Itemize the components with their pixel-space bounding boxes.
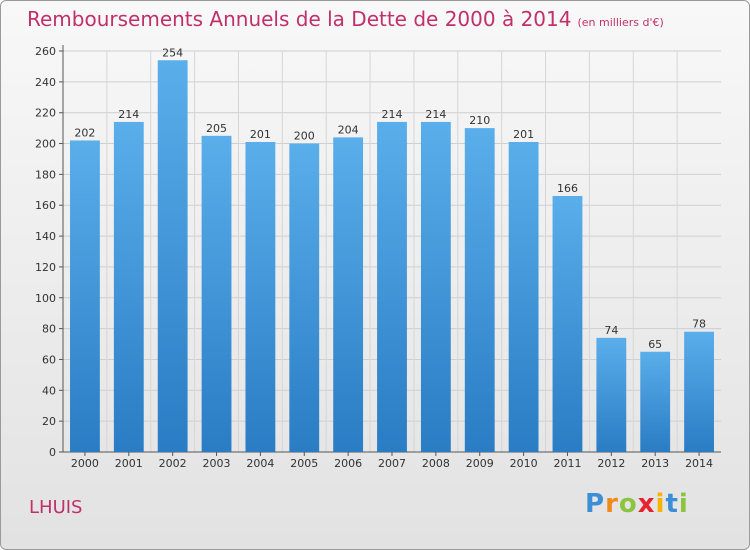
value-label-2008: 214 (425, 108, 446, 121)
bars (70, 60, 714, 453)
bar-2014 (684, 331, 714, 452)
x-tick-label-2010: 2010 (510, 457, 538, 470)
y-tick-label-200: 200 (35, 138, 56, 151)
chart-title-text: Remboursements Annuels de la Dette de 20… (27, 7, 572, 31)
value-label-2004: 201 (250, 128, 271, 141)
bar-2004 (245, 141, 276, 452)
x-tick-label-2009: 2009 (466, 457, 494, 470)
chart-unit: (en milliers d'€) (577, 16, 664, 29)
bar-2009 (464, 128, 495, 452)
value-label-2007: 214 (382, 108, 403, 121)
x-tick-label-2000: 2000 (71, 457, 99, 470)
x-tick-label-2012: 2012 (597, 457, 625, 470)
x-tick-label-2014: 2014 (685, 457, 713, 470)
x-tick-label-2006: 2006 (334, 457, 362, 470)
value-label-2000: 202 (74, 126, 95, 139)
bar-2000 (70, 140, 100, 452)
bar-2007 (377, 121, 407, 452)
y-tick-labels: 0 20 40 60 80 100 120 140 160 180 200 220 240 260 (35, 45, 56, 459)
logo-letter: r (605, 489, 619, 519)
y-tick-label-240: 240 (35, 76, 56, 89)
x-tick-label-2007: 2007 (378, 457, 406, 470)
value-label-2001: 214 (118, 108, 139, 121)
value-label-2005: 200 (294, 130, 315, 143)
logo-letter: x (637, 489, 656, 519)
y-tick-label-40: 40 (42, 384, 56, 397)
bar-2002 (157, 60, 188, 452)
bar-2006 (333, 137, 364, 452)
x-tick-labels: 2000 2001 2002 2003 2004 2005 2006 2007 2008 2009… (71, 457, 713, 470)
x-tick-label-2005: 2005 (290, 457, 318, 470)
value-label-2010: 201 (513, 128, 534, 141)
value-label-2002: 254 (162, 46, 183, 59)
proxiti-logo: Proxiti (585, 489, 689, 519)
x-tick-label-2011: 2011 (553, 457, 581, 470)
y-tick-label-220: 220 (35, 107, 56, 120)
value-label-2011: 166 (557, 182, 578, 195)
x-tick-label-2001: 2001 (115, 457, 143, 470)
y-tick-label-160: 160 (35, 199, 56, 212)
x-tick-label-2013: 2013 (641, 457, 669, 470)
y-tick-label-180: 180 (35, 168, 56, 181)
y-tick-label-60: 60 (42, 353, 56, 366)
bar-2011 (552, 195, 583, 452)
x-tick-label-2008: 2008 (422, 457, 450, 470)
logo-letter: o (618, 489, 638, 519)
x-tick-label-2004: 2004 (246, 457, 274, 470)
value-label-2013: 65 (648, 338, 662, 351)
value-label-2014: 78 (692, 318, 706, 331)
bar-2010 (508, 141, 539, 452)
logo-letter: i (655, 489, 666, 519)
value-label-2012: 74 (604, 324, 618, 337)
y-tick-label-20: 20 (42, 415, 56, 428)
bar-2001 (113, 121, 144, 452)
bar-2005 (289, 143, 320, 453)
value-label-2003: 205 (206, 122, 227, 135)
y-tick-label-260: 260 (35, 45, 56, 58)
y-tick-label-140: 140 (35, 230, 56, 243)
logo-letter: t (665, 489, 679, 519)
bar-2012 (596, 337, 627, 452)
y-tick-label-120: 120 (35, 261, 56, 274)
value-label-2009: 210 (469, 114, 490, 127)
chart-title: Remboursements Annuels de la Dette de 20… (27, 7, 664, 31)
x-tick-label-2003: 2003 (203, 457, 231, 470)
y-tick-label-100: 100 (35, 292, 56, 305)
data-labels: 202 214 254 205 201 200 204 214 214 210 201 166 74 65… (74, 46, 706, 350)
x-tick-label-2002: 2002 (159, 457, 187, 470)
logo-letter: i (678, 489, 689, 519)
bar-2008 (420, 121, 451, 452)
logo-letter: P (585, 489, 606, 519)
value-label-2006: 204 (338, 123, 359, 136)
place-name: LHUIS (29, 497, 83, 518)
bar-2003 (201, 135, 232, 453)
bar-2013 (640, 351, 671, 452)
y-tick-label-80: 80 (42, 323, 56, 336)
y-tick-label-0: 0 (49, 446, 56, 459)
